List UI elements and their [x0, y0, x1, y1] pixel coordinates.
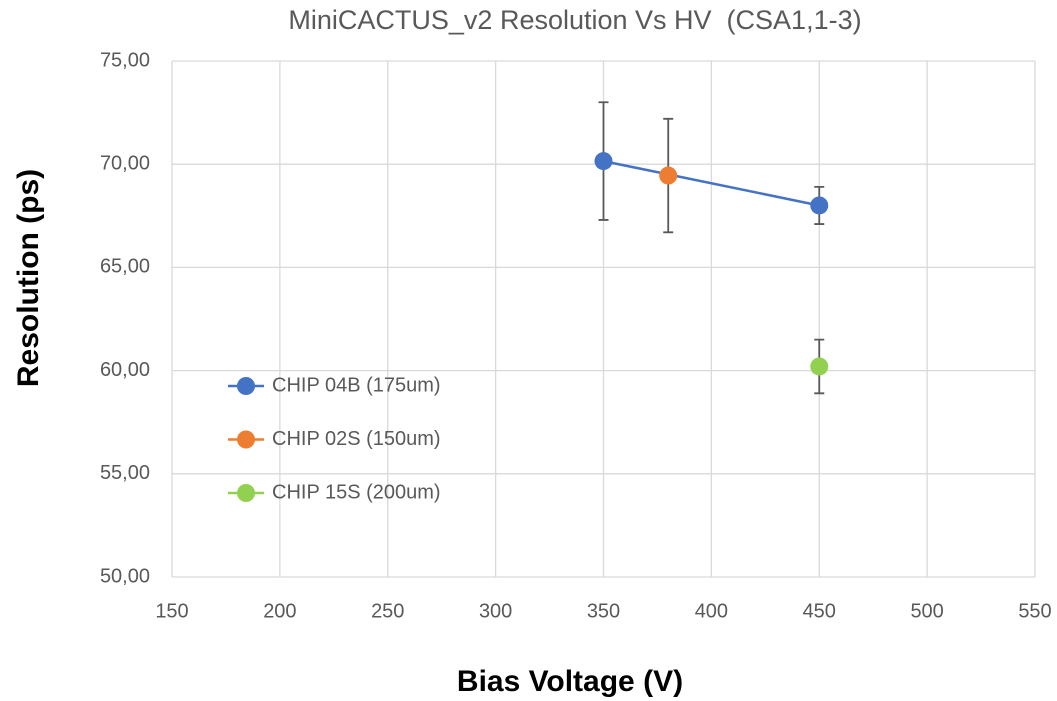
x-tick-label: 300: [479, 600, 512, 622]
x-axis-title: Bias Voltage (V): [457, 665, 683, 698]
x-tick-label: 150: [155, 600, 188, 622]
x-tick-label: 450: [803, 600, 836, 622]
legend-marker: [237, 377, 255, 395]
legend-label: CHIP 04B (175um): [272, 374, 441, 396]
y-tick-label: 70,00: [100, 152, 150, 174]
chart-title: MiniCACTUS_v2 Resolution Vs HV (CSA1,1-3…: [288, 5, 861, 35]
data-point: [659, 166, 678, 185]
y-tick-label: 75,00: [100, 49, 150, 71]
x-tick-label: 500: [910, 600, 943, 622]
x-tick-label: 550: [1018, 600, 1051, 622]
legend-label: CHIP 02S (150um): [272, 428, 441, 450]
data-point: [810, 196, 829, 215]
y-tick-label: 55,00: [100, 462, 150, 484]
legend-marker: [237, 430, 255, 449]
x-tick-label: 400: [695, 600, 728, 622]
y-tick-label: 65,00: [100, 256, 150, 278]
data-point: [810, 357, 829, 376]
x-tick-label: 200: [263, 600, 296, 622]
y-axis-title: Resolution (ps): [12, 169, 45, 387]
legend-label: CHIP 15S (200um): [272, 481, 441, 503]
y-tick-label: 60,00: [100, 359, 150, 381]
data-point: [594, 152, 613, 171]
legend-marker: [237, 484, 255, 502]
x-tick-label: 250: [371, 600, 404, 622]
series-line: [603, 159, 820, 207]
y-tick-label: 50,00: [100, 565, 150, 587]
x-tick-label: 350: [587, 600, 620, 622]
